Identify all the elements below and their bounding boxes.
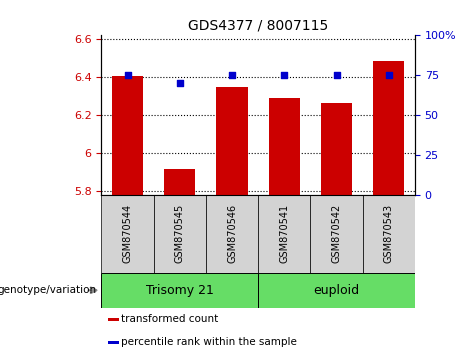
Bar — [108, 341, 119, 344]
Text: GSM870545: GSM870545 — [175, 204, 185, 263]
Text: euploid: euploid — [313, 284, 360, 297]
Text: GSM870544: GSM870544 — [123, 204, 133, 263]
Title: GDS4377 / 8007115: GDS4377 / 8007115 — [188, 19, 328, 33]
Bar — [154, 195, 206, 273]
Text: GSM870546: GSM870546 — [227, 204, 237, 263]
Text: GSM870542: GSM870542 — [331, 204, 342, 263]
Text: Trisomy 21: Trisomy 21 — [146, 284, 214, 297]
Point — [281, 72, 288, 78]
Bar — [310, 195, 363, 273]
Point — [124, 72, 131, 78]
Bar — [258, 195, 310, 273]
Text: GSM870543: GSM870543 — [384, 204, 394, 263]
Bar — [112, 76, 143, 195]
Bar — [258, 273, 415, 308]
Bar — [363, 195, 415, 273]
Text: genotype/variation: genotype/variation — [0, 285, 97, 295]
Bar — [108, 318, 119, 321]
Point — [176, 80, 183, 86]
Bar — [206, 195, 258, 273]
Text: transformed count: transformed count — [121, 314, 218, 325]
Point — [385, 72, 392, 78]
Bar — [164, 169, 195, 195]
Bar — [269, 98, 300, 195]
Bar — [321, 103, 352, 195]
Bar — [101, 195, 154, 273]
Bar — [373, 61, 404, 195]
Text: percentile rank within the sample: percentile rank within the sample — [121, 337, 297, 348]
Bar — [216, 87, 248, 195]
Text: GSM870541: GSM870541 — [279, 204, 290, 263]
Point — [228, 72, 236, 78]
Bar — [101, 273, 258, 308]
Point — [333, 72, 340, 78]
